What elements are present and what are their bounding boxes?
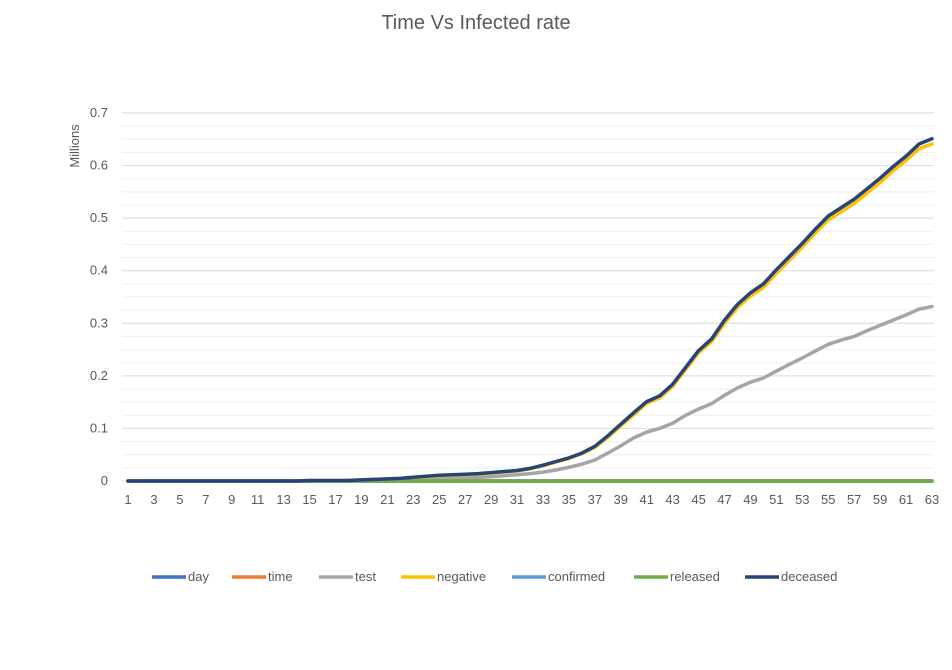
x-tick-label: 57 bbox=[847, 492, 861, 507]
x-tick-label: 23 bbox=[406, 492, 420, 507]
x-tick-label: 3 bbox=[150, 492, 157, 507]
x-tick-label: 13 bbox=[276, 492, 290, 507]
legend-label-day: day bbox=[188, 569, 209, 584]
x-tick-label: 53 bbox=[795, 492, 809, 507]
y-tick-label: 0.1 bbox=[90, 420, 108, 435]
legend-label-test: test bbox=[355, 569, 376, 584]
x-tick-label: 41 bbox=[639, 492, 653, 507]
y-tick-label: 0.3 bbox=[90, 315, 108, 330]
x-tick-label: 39 bbox=[614, 492, 628, 507]
x-tick-label: 9 bbox=[228, 492, 235, 507]
x-tick-label: 19 bbox=[354, 492, 368, 507]
x-tick-label: 33 bbox=[536, 492, 550, 507]
legend: day time test negative confirmed released dece… bbox=[152, 569, 837, 584]
y-tick-label: 0.7 bbox=[90, 105, 108, 120]
x-tick-label: 35 bbox=[562, 492, 576, 507]
x-tick-label: 49 bbox=[743, 492, 757, 507]
x-tick-label: 43 bbox=[665, 492, 679, 507]
x-tick-label: 31 bbox=[510, 492, 524, 507]
series-line-deceased bbox=[126, 137, 934, 483]
y-tick-label: 0 bbox=[101, 473, 108, 488]
x-tick-label: 11 bbox=[251, 492, 265, 507]
x-tick-label: 17 bbox=[328, 492, 342, 507]
x-tick-label: 27 bbox=[458, 492, 472, 507]
axes: 00.10.20.30.40.50.60.71 3 5 7 9 11 13 15 17 19 21 2… bbox=[67, 105, 939, 507]
x-tick-label: 51 bbox=[769, 492, 783, 507]
x-tick-label: 45 bbox=[691, 492, 705, 507]
legend-label-time: time bbox=[268, 569, 293, 584]
x-tick-label: 21 bbox=[380, 492, 394, 507]
x-tick-label: 61 bbox=[899, 492, 913, 507]
legend-label-released: released bbox=[670, 569, 720, 584]
legend-label-confirmed: confirmed bbox=[548, 569, 605, 584]
y-tick-label: 0.6 bbox=[90, 158, 108, 173]
x-tick-label: 37 bbox=[588, 492, 602, 507]
x-tick-label: 47 bbox=[717, 492, 731, 507]
y-tick-label: 0.5 bbox=[90, 210, 108, 225]
x-tick-label: 25 bbox=[432, 492, 446, 507]
x-tick-label: 29 bbox=[484, 492, 498, 507]
y-axis-label: Millions bbox=[67, 124, 82, 168]
x-tick-label: 7 bbox=[202, 492, 209, 507]
grid-lines bbox=[122, 112, 934, 469]
x-tick-label: 55 bbox=[821, 492, 835, 507]
y-tick-label: 0.2 bbox=[90, 368, 108, 383]
x-tick-label: 59 bbox=[873, 492, 887, 507]
x-tick-label: 5 bbox=[176, 492, 183, 507]
x-tick-label: 15 bbox=[302, 492, 316, 507]
y-tick-label: 0.4 bbox=[90, 263, 108, 278]
x-tick-label: 63 bbox=[925, 492, 939, 507]
x-tick-label: 1 bbox=[124, 492, 131, 507]
legend-label-negative: negative bbox=[437, 569, 486, 584]
series-lines bbox=[126, 137, 934, 483]
series-line-negative bbox=[126, 142, 934, 483]
legend-label-deceased: deceased bbox=[781, 569, 837, 584]
chart-title: Time Vs Infected rate bbox=[381, 12, 571, 34]
